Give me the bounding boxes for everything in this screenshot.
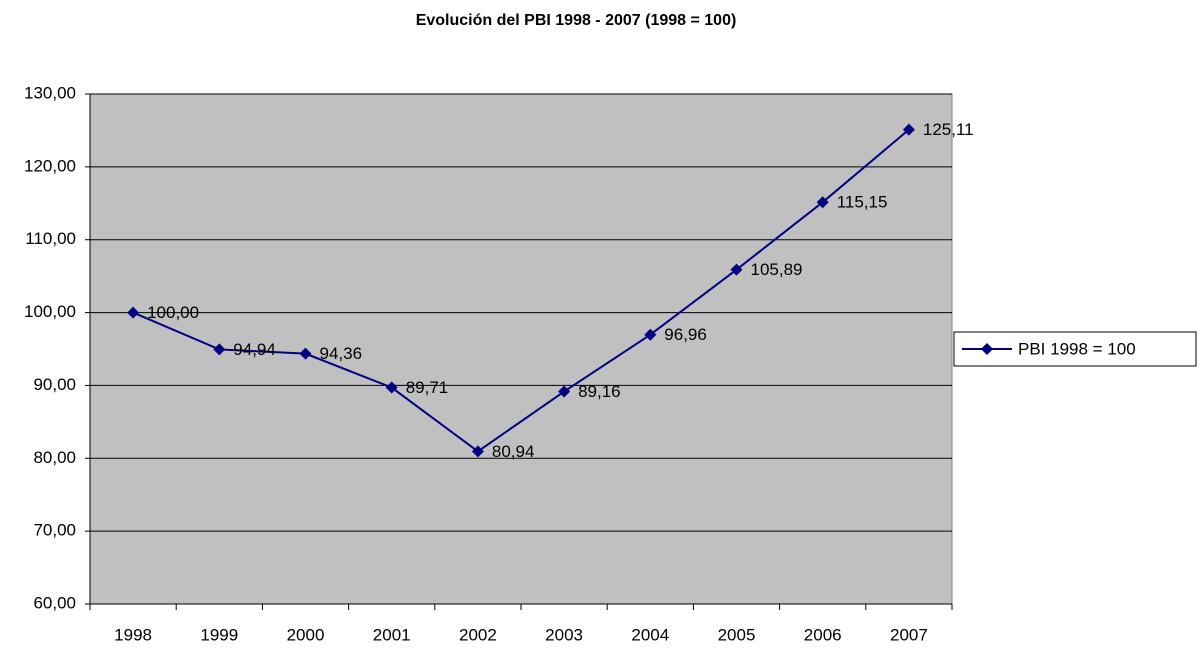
marker	[558, 385, 571, 398]
data-label: 80,94	[492, 442, 535, 461]
legend-marker	[981, 343, 993, 355]
marker	[902, 123, 915, 136]
y-tick-label: 80,00	[33, 448, 76, 467]
y-tick-label: 60,00	[33, 593, 76, 612]
marker	[644, 328, 657, 341]
y-tick-label: 110,00	[25, 229, 76, 248]
marker	[730, 263, 743, 276]
marker	[471, 445, 484, 458]
x-tick-label: 2001	[373, 625, 411, 644]
series-line	[132, 128, 910, 453]
marker	[127, 306, 140, 319]
y-tick-label: 120,00	[24, 156, 76, 175]
data-label: 94,36	[320, 344, 363, 363]
plot-area	[89, 93, 953, 605]
data-label: 94,94	[233, 340, 276, 359]
marker	[816, 196, 829, 209]
data-label: 125,11	[923, 120, 974, 139]
chart-title: Evolución del PBI 1998 - 2007 (1998 = 10…	[416, 12, 737, 29]
marker	[213, 343, 226, 356]
x-tick-label: 1999	[200, 625, 238, 644]
data-label: 100,00	[147, 303, 199, 322]
y-tick-label: 90,00	[33, 375, 76, 394]
y-tick-label: 130,00	[24, 83, 76, 102]
legend-label: PBI 1998 = 100	[1018, 339, 1136, 358]
marker	[385, 381, 398, 394]
data-label: 96,96	[664, 325, 707, 344]
y-tick-label: 100,00	[24, 302, 76, 321]
x-tick-label: 2002	[459, 625, 497, 644]
x-tick-label: 1998	[114, 625, 152, 644]
x-tick-label: 2003	[545, 625, 583, 644]
data-label: 89,16	[578, 382, 621, 401]
x-tick-label: 2007	[890, 625, 928, 644]
y-tick-label: 70,00	[33, 521, 76, 540]
data-label: 89,71	[406, 378, 449, 397]
marker	[299, 347, 312, 360]
x-tick-label: 2004	[631, 625, 669, 644]
x-tick-label: 2000	[287, 625, 325, 644]
x-tick-label: 2006	[804, 625, 842, 644]
data-label: 115,15	[837, 193, 888, 212]
data-label: 105,89	[751, 260, 803, 279]
x-tick-label: 2005	[718, 625, 756, 644]
